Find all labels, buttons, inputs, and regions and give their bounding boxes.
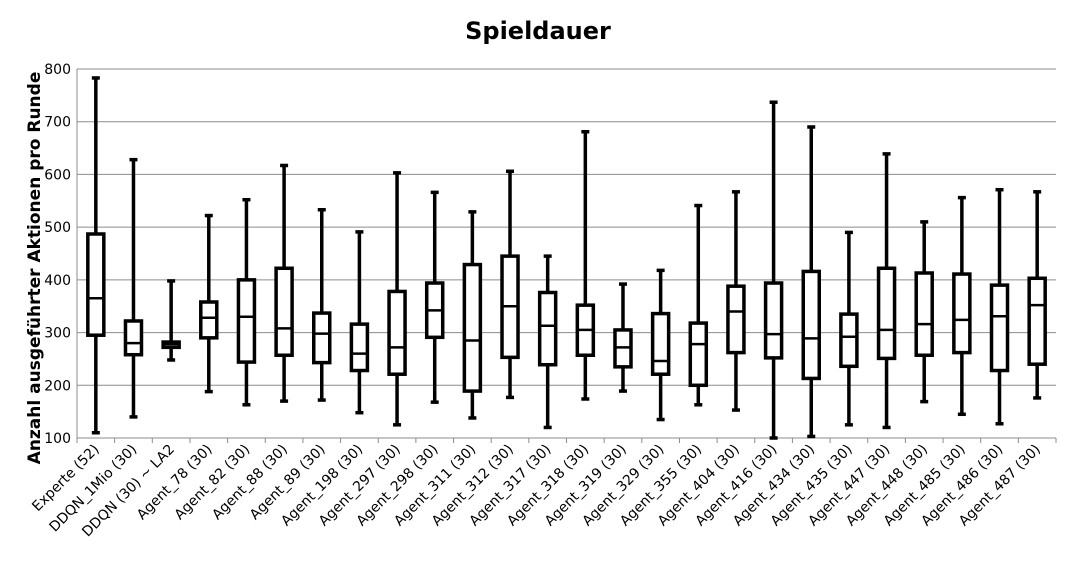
y-axis-label: Anzahl ausgeführter Aktionen pro Runde: [25, 72, 45, 465]
box-9: [387, 171, 407, 427]
y-tick-label: 100: [44, 431, 71, 447]
iqr-box: [274, 266, 294, 357]
iqr-box: [914, 271, 934, 357]
y-tick-label: 400: [44, 273, 71, 289]
box-4: [199, 213, 219, 394]
box-1: [86, 76, 106, 435]
box-3: [161, 279, 181, 362]
box-13: [537, 254, 558, 430]
chart-title: Spieldauer: [465, 17, 611, 45]
y-tick-label: 800: [44, 62, 71, 78]
iqr-box: [839, 312, 859, 369]
box-series: [86, 76, 1047, 440]
box-24: [952, 195, 972, 417]
box-12: [500, 169, 520, 400]
box-23: [914, 220, 934, 404]
iqr-box: [537, 290, 558, 367]
iqr-box: [801, 269, 821, 381]
box-16: [650, 268, 671, 422]
gridlines: [76, 68, 1057, 443]
iqr-box: [462, 262, 483, 393]
iqr-box: [989, 283, 1010, 373]
iqr-box: [86, 232, 106, 337]
box-5: [236, 197, 257, 407]
iqr-box: [763, 281, 784, 360]
iqr-box: [650, 311, 671, 376]
box-18: [726, 190, 746, 412]
box-10: [424, 190, 445, 404]
box-14: [575, 129, 596, 401]
box-15: [613, 282, 633, 393]
y-tick-label: 600: [44, 167, 71, 183]
iqr-box: [312, 311, 332, 365]
box-26: [1027, 190, 1047, 400]
y-tick-label: 300: [44, 326, 71, 342]
iqr-box: [349, 322, 370, 373]
iqr-box: [123, 319, 144, 357]
box-7: [312, 207, 332, 402]
box-20: [801, 125, 821, 439]
box-19: [763, 100, 784, 440]
iqr-box: [952, 272, 972, 355]
box-2: [123, 157, 144, 419]
box-25: [989, 187, 1010, 426]
box-17: [688, 203, 709, 407]
box-8: [349, 230, 370, 415]
iqr-box: [387, 289, 407, 376]
y-tick-label: 200: [44, 378, 71, 394]
box-11: [462, 210, 483, 420]
x-axis-ticks: Experte (52)DDQN_1Mio (30)DDQN (30) ~ LA…: [29, 442, 1044, 541]
box-22: [876, 152, 897, 430]
y-tick-label: 500: [44, 220, 71, 236]
iqr-box: [726, 284, 746, 355]
y-tick-label: 700: [44, 115, 71, 131]
iqr-box: [1027, 276, 1047, 366]
iqr-box: [236, 278, 257, 364]
iqr-box: [199, 300, 219, 340]
iqr-box: [876, 266, 897, 361]
y-axis-ticks: 100 200 300 400 500 600 700 800: [44, 62, 71, 447]
iqr-box: [688, 321, 709, 388]
box-6: [274, 163, 294, 403]
box-21: [839, 230, 859, 427]
